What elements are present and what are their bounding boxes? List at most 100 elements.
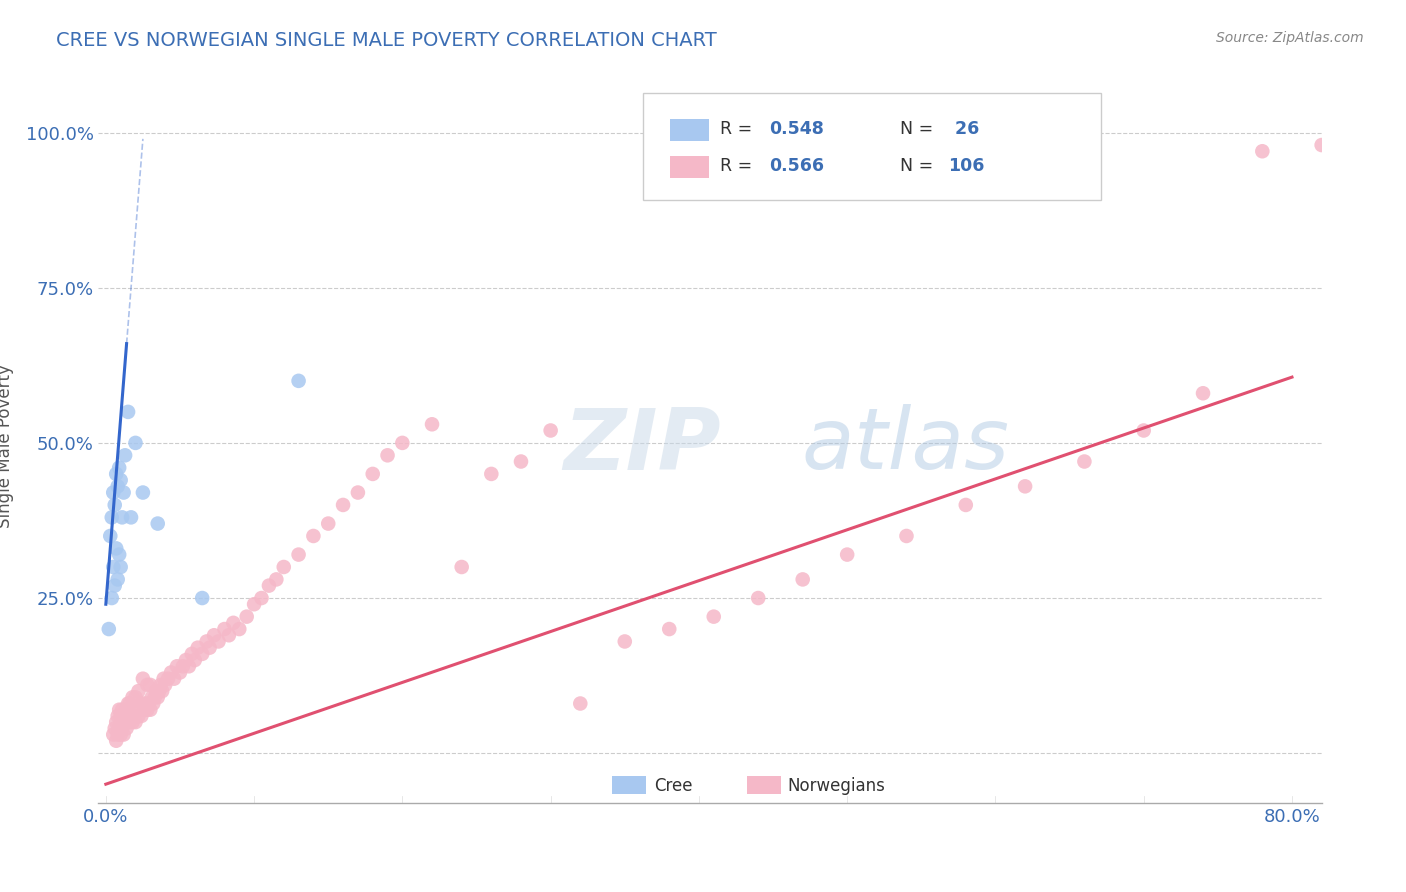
Point xyxy=(177,659,200,673)
Point xyxy=(114,448,136,462)
FancyBboxPatch shape xyxy=(612,776,647,794)
Point xyxy=(218,628,240,642)
Point xyxy=(332,498,354,512)
Point xyxy=(450,560,472,574)
Point xyxy=(169,665,191,680)
Point xyxy=(120,709,142,723)
Point xyxy=(361,467,384,481)
Point xyxy=(207,634,229,648)
Text: 0.566: 0.566 xyxy=(769,157,824,175)
Point xyxy=(202,628,225,642)
Point xyxy=(105,715,128,730)
Point xyxy=(103,727,125,741)
Point xyxy=(703,609,725,624)
Point xyxy=(347,485,370,500)
Point xyxy=(145,684,167,698)
Text: N =: N = xyxy=(900,120,938,138)
Point xyxy=(115,703,138,717)
Text: Source: ZipAtlas.com: Source: ZipAtlas.com xyxy=(1216,31,1364,45)
Point xyxy=(160,665,183,680)
Point xyxy=(110,560,132,574)
Point xyxy=(613,634,636,648)
Point xyxy=(1251,145,1274,159)
Point xyxy=(257,579,280,593)
FancyBboxPatch shape xyxy=(669,156,709,178)
Point xyxy=(1192,386,1215,401)
Point xyxy=(136,678,159,692)
Point xyxy=(377,448,399,462)
Point xyxy=(111,703,134,717)
Point xyxy=(266,573,288,587)
Point xyxy=(316,516,339,531)
Point xyxy=(302,529,325,543)
Point xyxy=(146,516,169,531)
Point xyxy=(127,684,149,698)
Text: Norwegians: Norwegians xyxy=(787,777,884,795)
Point xyxy=(540,424,562,438)
Point xyxy=(152,672,174,686)
Point xyxy=(138,697,160,711)
Point xyxy=(100,591,122,605)
Point xyxy=(108,722,131,736)
Point xyxy=(111,722,134,736)
Point xyxy=(510,454,533,468)
Point xyxy=(1132,424,1154,438)
Point xyxy=(187,640,209,655)
Point xyxy=(837,548,859,562)
Point xyxy=(104,498,127,512)
Point xyxy=(111,510,134,524)
Point xyxy=(148,684,170,698)
Point xyxy=(198,640,221,655)
Point xyxy=(172,659,194,673)
Point xyxy=(117,715,139,730)
Point xyxy=(146,690,169,705)
Point xyxy=(174,653,197,667)
Point xyxy=(124,690,146,705)
Point xyxy=(105,467,128,481)
Point xyxy=(1014,479,1036,493)
Point xyxy=(104,579,127,593)
Y-axis label: Single Male Poverty: Single Male Poverty xyxy=(0,364,14,528)
Point xyxy=(118,715,141,730)
Point xyxy=(287,374,309,388)
Point xyxy=(143,690,166,705)
Point xyxy=(110,727,132,741)
Point xyxy=(124,715,146,730)
Point xyxy=(108,548,131,562)
FancyBboxPatch shape xyxy=(643,93,1101,200)
Point xyxy=(569,697,592,711)
Point xyxy=(125,703,148,717)
Point xyxy=(228,622,250,636)
Point xyxy=(150,684,173,698)
Point xyxy=(115,722,138,736)
Point xyxy=(1073,454,1095,468)
Text: N =: N = xyxy=(900,157,938,175)
Point xyxy=(105,733,128,747)
Point xyxy=(139,678,162,692)
Point xyxy=(131,709,153,723)
Point xyxy=(149,678,172,692)
Point xyxy=(108,460,131,475)
Point xyxy=(132,485,155,500)
Point xyxy=(108,703,131,717)
Point xyxy=(103,560,125,574)
Point xyxy=(121,715,143,730)
Point xyxy=(658,622,681,636)
Point xyxy=(139,703,162,717)
Point xyxy=(117,697,139,711)
Point xyxy=(122,709,145,723)
Point xyxy=(420,417,443,432)
Point xyxy=(479,467,502,481)
Point xyxy=(112,485,135,500)
Text: atlas: atlas xyxy=(801,404,1010,488)
Point xyxy=(243,597,266,611)
Point xyxy=(180,647,202,661)
Point xyxy=(97,622,120,636)
Point xyxy=(107,479,129,493)
Point xyxy=(124,436,146,450)
Point xyxy=(103,485,125,500)
Point xyxy=(184,653,207,667)
Text: 0.548: 0.548 xyxy=(769,120,824,138)
Text: 26: 26 xyxy=(949,120,979,138)
Point xyxy=(127,709,149,723)
